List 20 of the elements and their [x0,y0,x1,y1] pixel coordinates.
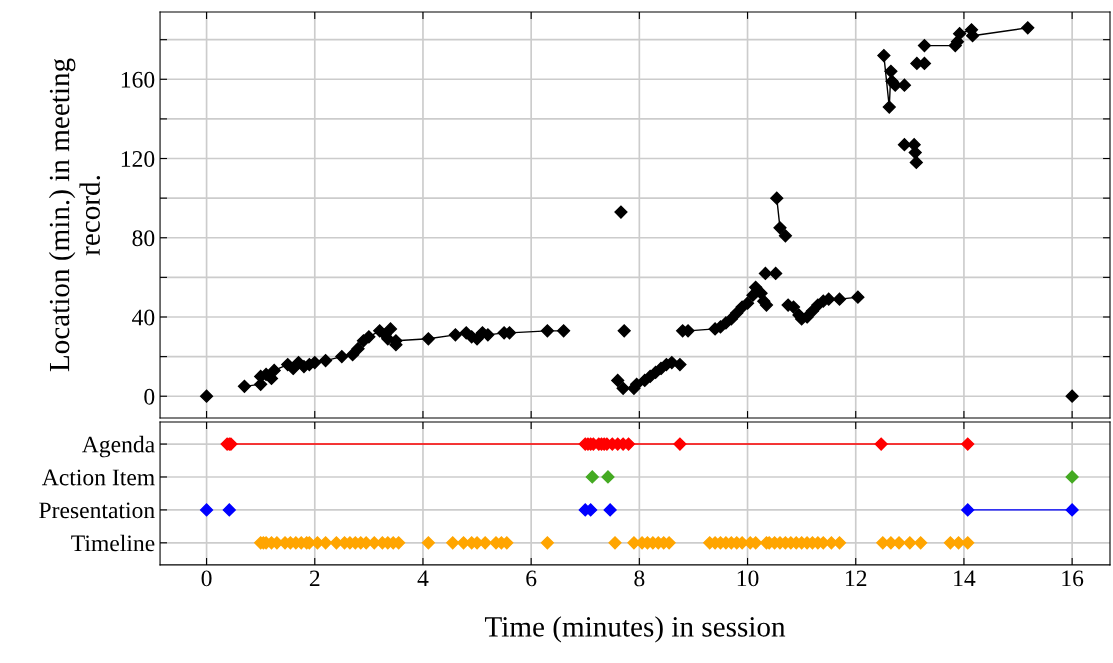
x-tick-label: 4 [417,570,429,587]
y-axis-title: Location (min.) in meeting record. [48,58,101,372]
x-tick-label: 8 [634,570,645,587]
x-axis-title: Time (minutes) in session [484,616,786,643]
x-tick-label: 16 [1062,570,1084,587]
x-tick-label: 2 [309,570,320,587]
y-tick-label: 0 [144,388,155,405]
x-tick-label: 6 [526,570,537,587]
y-tick-label: 160 [121,71,155,88]
y-tick-label: Agenda [81,435,155,458]
y-tick-label: Action Item [41,469,155,486]
x-tick-label: 14 [954,570,976,587]
x-tick-label: 0 [201,570,212,587]
y-tick-label: 120 [121,151,155,167]
x-tick-label: 10 [737,570,759,587]
x-tick-label: 12 [846,570,867,587]
y-tick-label: 40 [132,309,155,326]
y-tick-label: Timeline [71,534,155,552]
y-tick-label: Presentation [39,502,155,519]
y-tick-label: 80 [132,230,155,247]
